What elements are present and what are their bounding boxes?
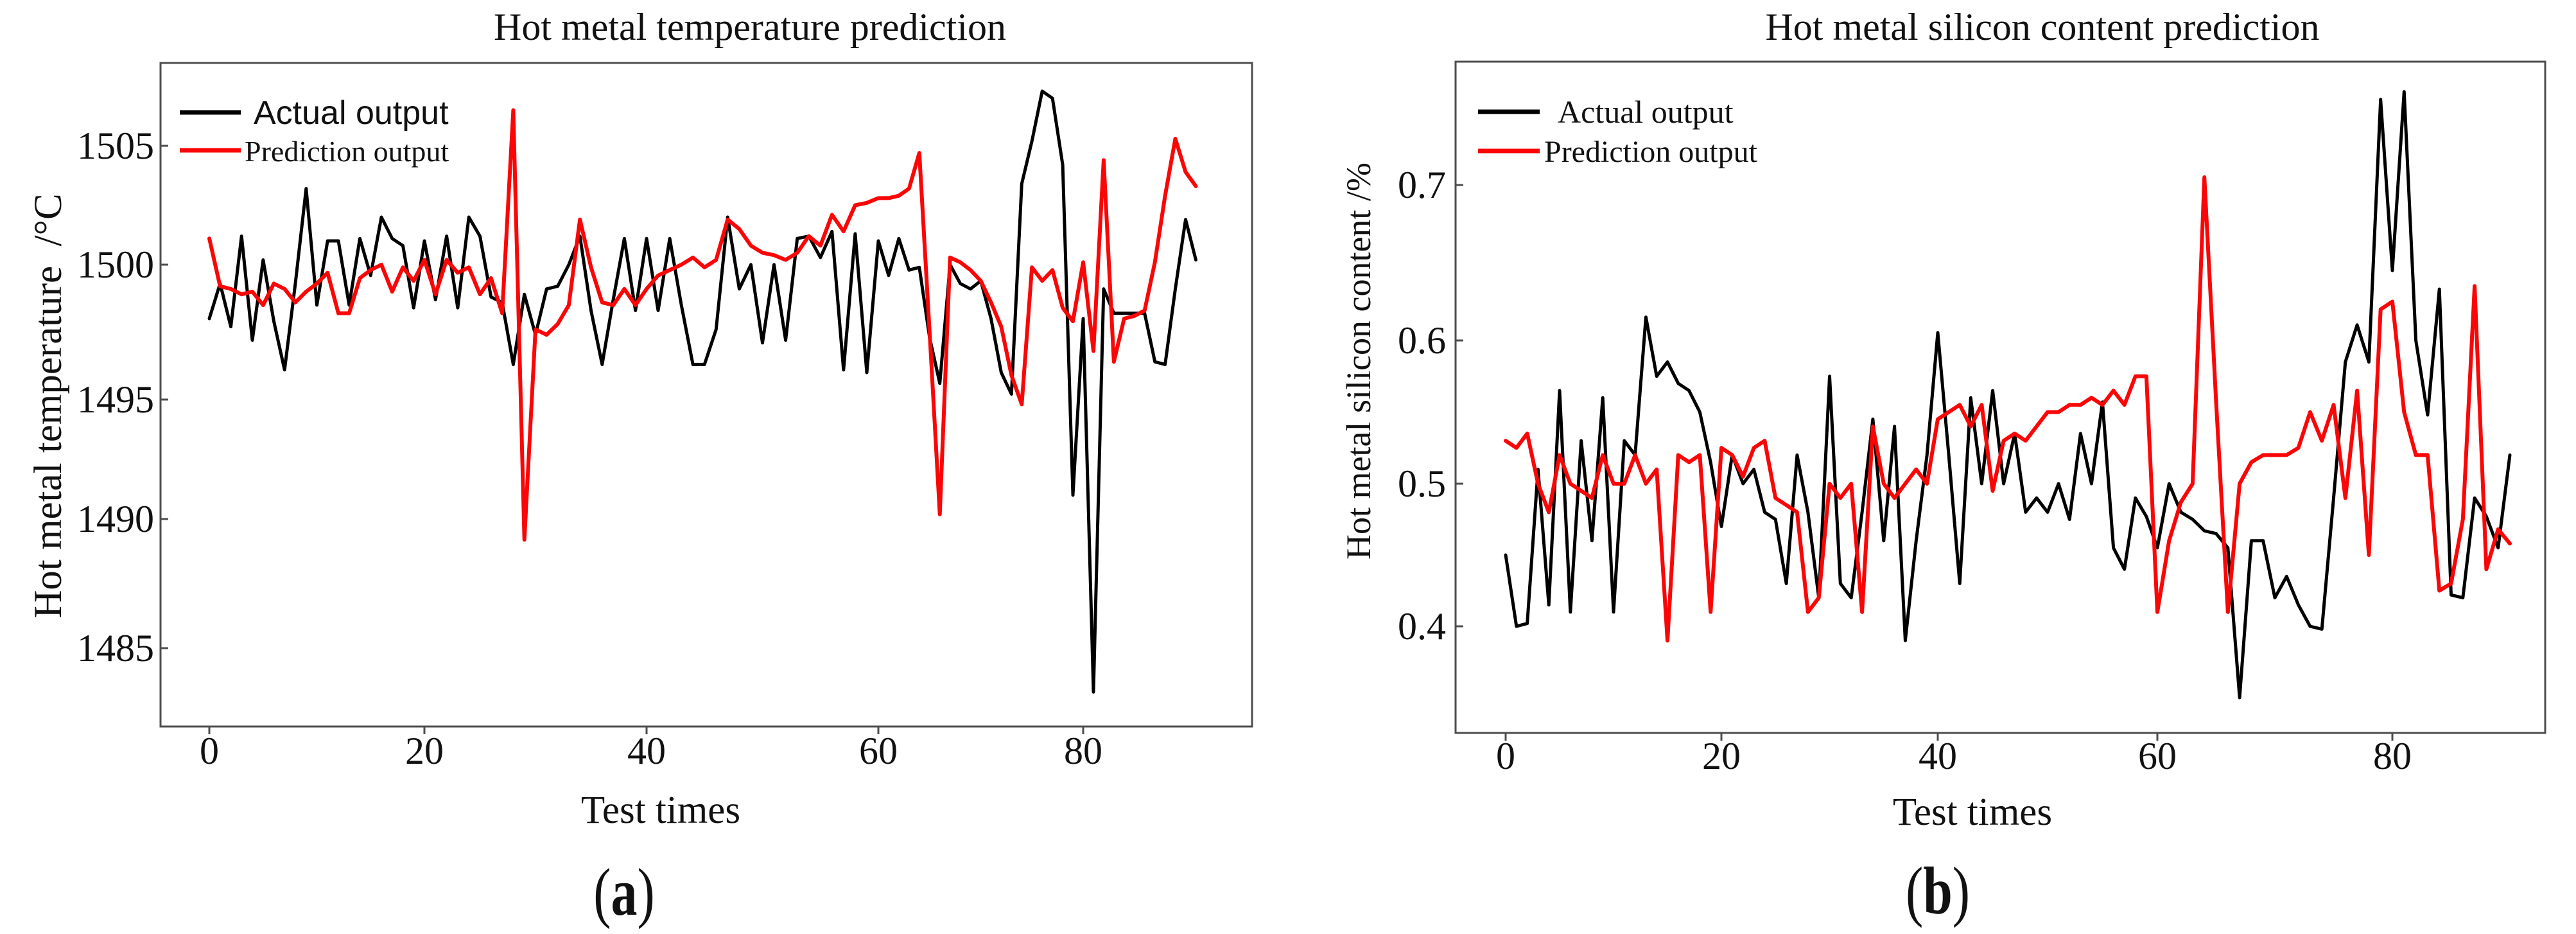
svg-text:0: 0 bbox=[200, 730, 219, 772]
svg-text:Test times: Test times bbox=[581, 789, 740, 832]
svg-text:80: 80 bbox=[2373, 735, 2412, 777]
svg-text:1495: 1495 bbox=[77, 378, 154, 421]
svg-text:(b): (b) bbox=[1906, 854, 1970, 928]
svg-text:Hot metal silicon content pred: Hot metal silicon content prediction bbox=[1765, 6, 2319, 48]
svg-text:Prediction output: Prediction output bbox=[1544, 135, 1758, 169]
svg-text:60: 60 bbox=[859, 730, 898, 772]
svg-text:1485: 1485 bbox=[77, 627, 154, 669]
svg-text:20: 20 bbox=[405, 730, 444, 772]
svg-text:1500: 1500 bbox=[77, 243, 154, 286]
svg-text:0.7: 0.7 bbox=[1398, 164, 1446, 206]
svg-text:Actual output: Actual output bbox=[1558, 94, 1734, 130]
svg-text:Hot metal temperature predicti: Hot metal temperature prediction bbox=[494, 6, 1006, 48]
svg-text:0.4: 0.4 bbox=[1398, 605, 1446, 648]
svg-text:60: 60 bbox=[2138, 735, 2177, 777]
svg-text:0: 0 bbox=[1496, 735, 1515, 777]
svg-text:40: 40 bbox=[627, 730, 666, 772]
svg-text:80: 80 bbox=[1064, 730, 1102, 772]
svg-text:Prediction output: Prediction output bbox=[245, 135, 449, 168]
svg-text:1505: 1505 bbox=[77, 125, 154, 167]
svg-text:Hot metal silicon content /%: Hot metal silicon content /% bbox=[1339, 163, 1378, 560]
svg-text:Actual output: Actual output bbox=[254, 94, 449, 132]
svg-text:1490: 1490 bbox=[77, 498, 154, 540]
svg-text:(a): (a) bbox=[593, 855, 654, 930]
svg-text:0.6: 0.6 bbox=[1398, 319, 1446, 362]
svg-text:Test times: Test times bbox=[1893, 791, 2052, 834]
svg-text:0.5: 0.5 bbox=[1398, 463, 1446, 505]
svg-text:40: 40 bbox=[1919, 735, 1957, 777]
svg-text:Hot metal temperature /°C: Hot metal temperature /°C bbox=[27, 193, 70, 618]
svg-text:20: 20 bbox=[1702, 735, 1741, 777]
